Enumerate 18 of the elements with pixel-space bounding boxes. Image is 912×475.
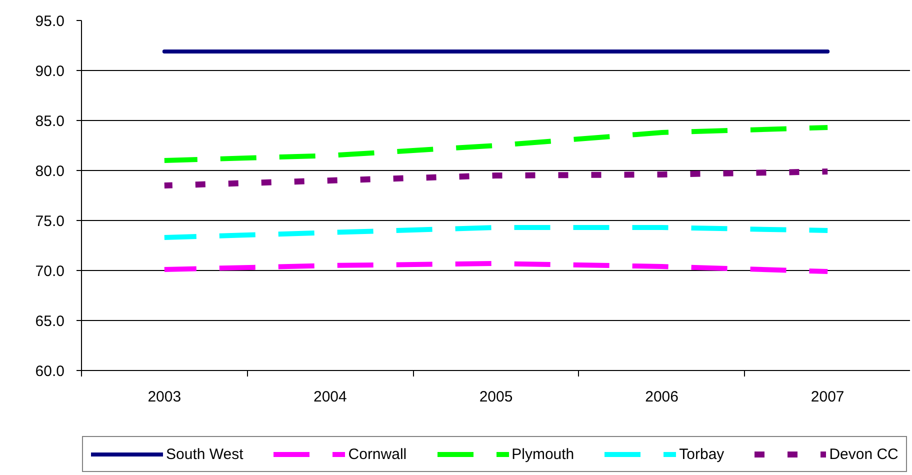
legend-label: Devon CC [829, 446, 898, 462]
x-tick-label: 2004 [314, 388, 347, 406]
y-tick-label: 65.0 [35, 313, 65, 330]
y-tick-label: 70.0 [35, 263, 65, 280]
y-tick-label: 85.0 [35, 113, 65, 130]
legend-label: Torbay [679, 446, 724, 462]
x-tick-label: 2006 [645, 388, 678, 406]
y-tick-label: 60.0 [35, 363, 65, 380]
x-tick-label: 2003 [148, 388, 182, 406]
legend-label: Cornwall [348, 446, 407, 462]
legend-label: Plymouth [512, 446, 574, 462]
y-tick-label: 95.0 [35, 13, 65, 30]
y-tick-label: 90.0 [35, 63, 65, 80]
x-tick-label: 2007 [810, 388, 844, 406]
y-tick-label: 80.0 [35, 163, 65, 180]
x-tick-label: 2005 [479, 388, 513, 406]
y-tick-label: 75.0 [35, 213, 65, 230]
legend-label: South West [166, 446, 244, 462]
